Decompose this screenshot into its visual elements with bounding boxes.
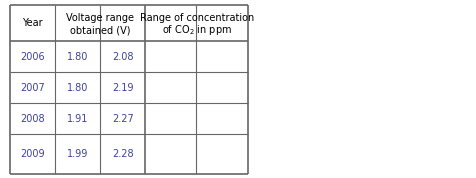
Text: 2008: 2008 [20, 114, 44, 124]
Text: 2.08: 2.08 [112, 51, 133, 62]
Text: Voltage range: Voltage range [66, 13, 134, 23]
Text: 2007: 2007 [20, 83, 44, 93]
Text: 2.27: 2.27 [112, 114, 133, 124]
Text: 1.80: 1.80 [67, 83, 88, 93]
Text: Year: Year [22, 18, 42, 28]
Text: Range of concentration: Range of concentration [139, 13, 253, 23]
Text: of CO$_2$ in ppm: of CO$_2$ in ppm [161, 23, 231, 37]
Text: 2.28: 2.28 [112, 149, 133, 159]
Text: 1.91: 1.91 [67, 114, 88, 124]
Text: 2.19: 2.19 [112, 83, 133, 93]
Text: 1.80: 1.80 [67, 51, 88, 62]
Text: obtained (V): obtained (V) [70, 25, 130, 35]
Text: 2009: 2009 [20, 149, 44, 159]
Text: 2006: 2006 [20, 51, 44, 62]
Text: 1.99: 1.99 [67, 149, 88, 159]
